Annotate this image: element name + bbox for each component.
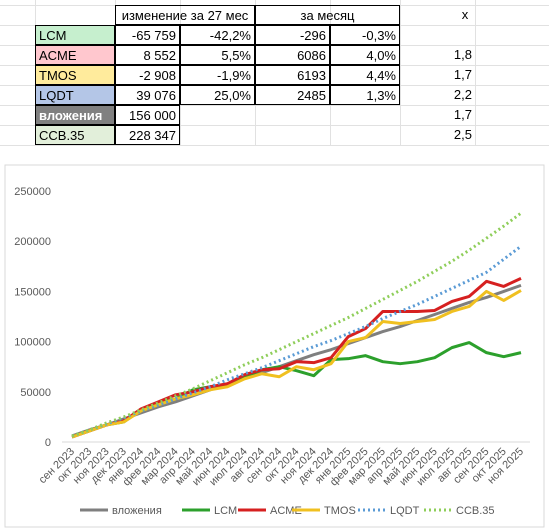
y-tick-label: 50000 — [20, 387, 51, 399]
legend-label: LQDT — [390, 505, 420, 517]
legend-label: TMOS — [324, 505, 356, 517]
sheet-grid — [0, 125, 549, 126]
header-cell: x — [461, 7, 469, 22]
y-tick-label: 150000 — [14, 286, 51, 298]
row-label: ССВ.35 — [35, 125, 115, 145]
legend-label: ACME — [270, 505, 302, 517]
cell: -2 908 — [115, 65, 180, 85]
cell: -0,3% — [330, 25, 400, 45]
cell: 8 552 — [115, 45, 180, 65]
x-cell: 2,5 — [453, 127, 472, 142]
cell: 156 000 — [115, 105, 180, 125]
cell: 228 347 — [115, 125, 180, 145]
row-label: TMOS — [35, 65, 115, 85]
legend-label: ССВ.35 — [456, 505, 495, 517]
series-line — [71, 245, 522, 438]
x-cell: 2,2 — [453, 87, 472, 102]
cell: 2485 — [255, 85, 330, 105]
sheet-grid — [400, 0, 401, 146]
x-cell: 1,7 — [453, 107, 472, 122]
cell: 4,4% — [330, 65, 400, 85]
cell: -1,9% — [180, 65, 255, 85]
cell: 39 076 — [115, 85, 180, 105]
legend-label: вложения — [112, 505, 162, 517]
cell: 5,5% — [180, 45, 255, 65]
y-tick-label: 0 — [45, 437, 51, 449]
row-label: вложения — [35, 105, 115, 125]
header-cell: за месяц — [255, 5, 400, 25]
cell: 4,0% — [330, 45, 400, 65]
x-cell: 1,8 — [453, 47, 472, 62]
legend-label: LCM — [214, 505, 237, 517]
series-line — [71, 289, 522, 439]
x-cell: 1,7 — [453, 67, 472, 82]
series-line — [71, 211, 522, 438]
sheet-grid — [0, 105, 549, 106]
cell: -65 759 — [115, 25, 180, 45]
row-label: LQDT — [35, 85, 115, 105]
y-tick-label: 100000 — [14, 337, 51, 349]
row-label: ACME — [35, 45, 115, 65]
sheet-grid — [475, 0, 476, 146]
row-label: LCM — [35, 25, 115, 45]
cell: -296 — [255, 25, 330, 45]
cell: 1,3% — [330, 85, 400, 105]
y-tick-label: 250000 — [14, 186, 51, 198]
y-tick-label: 200000 — [14, 236, 51, 248]
cell: 25,0% — [180, 85, 255, 105]
cell: -42,2% — [180, 25, 255, 45]
sheet-grid — [0, 145, 549, 146]
cell: 6086 — [255, 45, 330, 65]
cell: 6193 — [255, 65, 330, 85]
header-cell: изменение за 27 мес — [115, 5, 255, 25]
